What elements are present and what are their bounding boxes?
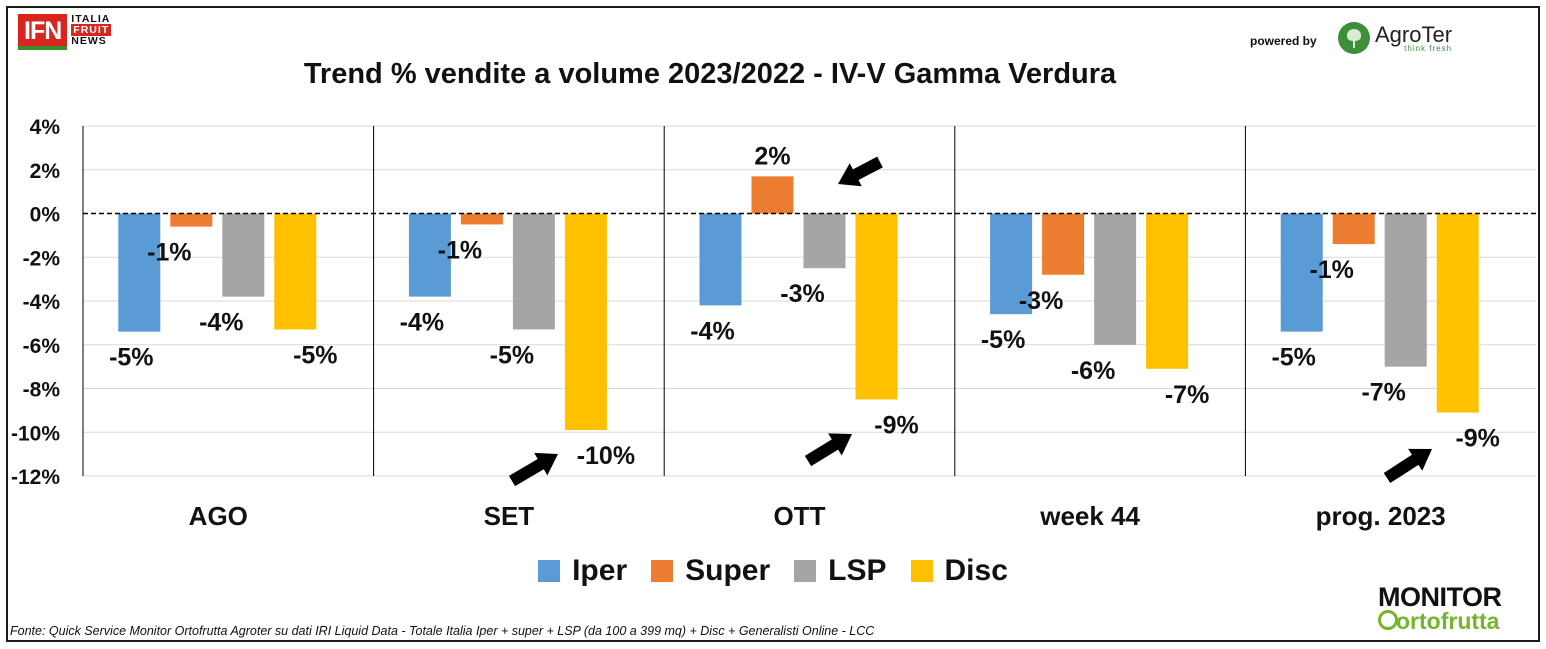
data-label: -3% bbox=[780, 280, 824, 308]
x-category-label: prog. 2023 bbox=[1316, 501, 1446, 531]
legend-swatch-lsp bbox=[794, 560, 817, 582]
magnifier-icon bbox=[1378, 610, 1398, 630]
data-label: -9% bbox=[1455, 425, 1499, 453]
x-category-label: SET bbox=[484, 501, 535, 531]
bar-lsp bbox=[1384, 213, 1427, 367]
bar-disc bbox=[1436, 213, 1479, 413]
annotation-arrow-icon bbox=[838, 156, 883, 187]
data-label: -4% bbox=[199, 309, 243, 337]
ifn-logo-mark: IFN bbox=[18, 14, 68, 50]
ifn-logo-line3: NEWS bbox=[71, 35, 107, 47]
y-tick-label: -6% bbox=[23, 335, 61, 358]
bar-iper bbox=[118, 213, 161, 332]
annotation-arrow-icon bbox=[508, 452, 558, 487]
legend-label-disc: Disc bbox=[944, 554, 1008, 587]
data-label: -5% bbox=[1271, 344, 1315, 372]
data-label: -1% bbox=[438, 236, 482, 264]
data-label: -1% bbox=[147, 239, 191, 267]
bar-lsp bbox=[803, 213, 846, 269]
data-label: -9% bbox=[874, 411, 918, 439]
legend-item-super: Super bbox=[651, 554, 770, 588]
bar-lsp bbox=[222, 213, 265, 297]
x-category-label: AGO bbox=[189, 501, 248, 531]
legend-swatch-iper bbox=[538, 560, 561, 582]
ifn-logo-text: ITALIA FRUIT NEWS bbox=[71, 13, 112, 47]
y-tick-label: -12% bbox=[11, 466, 60, 489]
y-tick-label: -8% bbox=[23, 379, 61, 402]
data-label: -7% bbox=[1165, 381, 1209, 409]
data-label: -4% bbox=[690, 317, 734, 345]
ifn-logo-line1: ITALIA bbox=[71, 13, 111, 25]
x-category-label: week 44 bbox=[1039, 501, 1140, 531]
data-label: -10% bbox=[577, 442, 635, 470]
legend-swatch-super bbox=[651, 560, 674, 582]
y-tick-label: -10% bbox=[11, 422, 60, 445]
x-category-label: OTT bbox=[774, 501, 826, 531]
bar-disc bbox=[1146, 213, 1189, 369]
bar-lsp bbox=[1094, 213, 1137, 345]
data-label: -1% bbox=[1309, 256, 1353, 284]
source-note: Fonte: Quick Service Monitor Ortofrutta … bbox=[10, 624, 875, 638]
legend-label-super: Super bbox=[685, 554, 771, 587]
powered-by-label: powered by bbox=[1250, 34, 1317, 48]
ifn-logo: IFN ITALIA FRUIT NEWS bbox=[18, 13, 112, 50]
agroter-logo: AgroTer think fresh bbox=[1338, 22, 1452, 54]
monitor-logo-line2: ortofrutta bbox=[1396, 608, 1500, 634]
data-label: -5% bbox=[293, 341, 337, 369]
legend-label-lsp: LSP bbox=[828, 554, 887, 587]
chart-frame bbox=[6, 6, 1540, 642]
data-label: -7% bbox=[1361, 379, 1405, 407]
bar-iper bbox=[408, 213, 451, 297]
legend-item-lsp: LSP bbox=[794, 554, 887, 588]
bar-lsp bbox=[512, 213, 555, 330]
chart-title: Trend % vendite a volume 2023/2022 - IV-… bbox=[303, 58, 1117, 90]
tree-icon bbox=[1338, 22, 1370, 54]
data-label: -5% bbox=[490, 341, 534, 369]
agroter-tagline: think fresh bbox=[1404, 43, 1453, 53]
bar-iper bbox=[1280, 213, 1323, 332]
annotation-arrow-icon bbox=[804, 433, 852, 467]
data-label: -4% bbox=[400, 309, 444, 337]
bar-disc bbox=[564, 213, 607, 431]
data-label: 2% bbox=[754, 142, 790, 170]
bar-disc bbox=[855, 213, 898, 400]
y-tick-label: -4% bbox=[23, 291, 61, 314]
y-tick-label: 4% bbox=[30, 116, 61, 139]
bar-super bbox=[751, 176, 794, 214]
monitor-logo-line1: MONITOR bbox=[1378, 582, 1502, 612]
bar-iper bbox=[699, 213, 742, 306]
annotation-arrow-icon bbox=[1383, 448, 1432, 484]
legend-item-iper: Iper bbox=[538, 554, 627, 588]
y-tick-label: 0% bbox=[30, 204, 61, 227]
bar-super bbox=[1332, 213, 1375, 245]
agroter-name: AgroTer bbox=[1375, 21, 1453, 47]
monitor-ortofrutta-logo: MONITOR ortofrutta bbox=[1378, 582, 1502, 634]
bar-super bbox=[170, 213, 213, 227]
y-tick-label: 2% bbox=[30, 160, 61, 183]
chart-legend: Iper Super LSP Disc bbox=[0, 554, 1546, 588]
data-label: -5% bbox=[109, 344, 153, 372]
ifn-logo-line2: FRUIT bbox=[71, 24, 112, 36]
bar-iper bbox=[990, 213, 1033, 315]
data-label: -5% bbox=[981, 326, 1025, 354]
bar-disc bbox=[274, 213, 317, 330]
legend-label-iper: Iper bbox=[572, 554, 628, 587]
data-label: -6% bbox=[1071, 357, 1115, 385]
bar-super bbox=[1042, 213, 1085, 275]
data-label: -3% bbox=[1019, 287, 1063, 315]
legend-swatch-disc bbox=[910, 560, 933, 582]
y-tick-label: -2% bbox=[23, 247, 61, 270]
bar-super bbox=[460, 213, 503, 225]
legend-item-disc: Disc bbox=[910, 554, 1008, 588]
